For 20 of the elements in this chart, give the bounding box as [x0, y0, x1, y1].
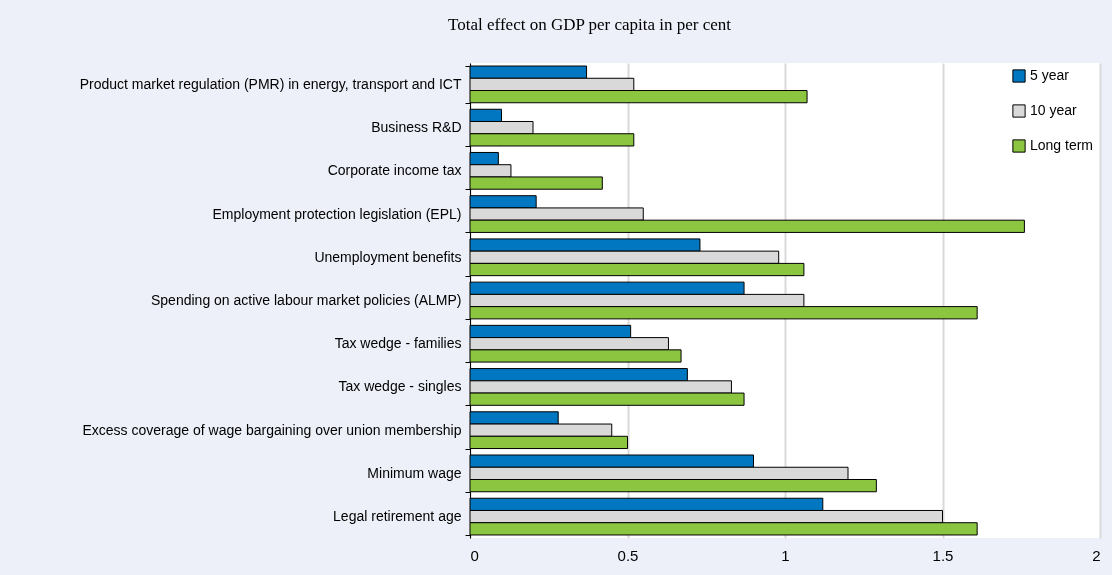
legend-label: 5 year — [1030, 67, 1070, 83]
y-tick-label: Excess coverage of wage bargaining over union membership — [82, 421, 462, 438]
y-tick-label: Minimum wage — [367, 464, 462, 481]
y-tick-label: Tax wedge - singles — [338, 378, 462, 395]
x-tick-label: 1.5 — [932, 546, 954, 564]
x-tick-label: 2 — [1092, 546, 1101, 564]
y-tick-label: Corporate income tax — [327, 162, 462, 179]
y-tick-label: Tax wedge - families — [334, 335, 462, 352]
y-tick-label: Business R&D — [371, 119, 462, 136]
legend-label: 10 year — [1030, 102, 1078, 118]
chart-title: Total effect on GDP per capita in per cent — [448, 15, 732, 34]
y-tick-label: Spending on active labour market policies (ALMP) — [151, 292, 462, 308]
x-tick-label: 1 — [781, 546, 790, 564]
y-tick-label: Legal retirement age — [333, 508, 462, 525]
y-tick-label: Unemployment benefits — [314, 248, 462, 265]
x-tick-label: 0.5 — [617, 546, 639, 564]
y-tick-label: Product market regulation (PMR) in energy, transport and ICT — [79, 75, 462, 92]
legend-label: Long term — [1030, 137, 1094, 153]
y-tick-label: Employment protection legislation (EPL) — [212, 205, 462, 222]
x-tick-label: 0 — [470, 546, 479, 564]
